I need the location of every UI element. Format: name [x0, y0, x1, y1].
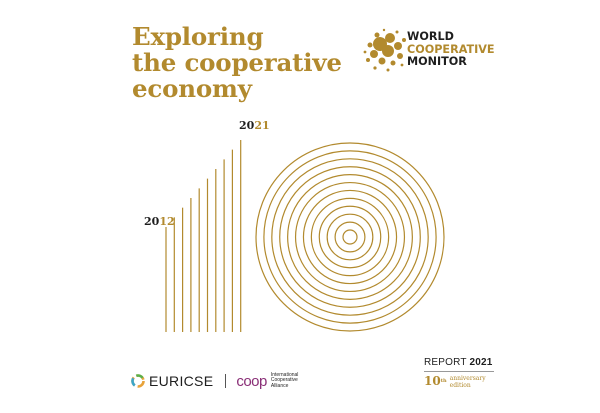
ring	[318, 205, 382, 269]
ring	[255, 142, 445, 332]
edition-number-value: 10	[424, 374, 441, 388]
ring	[334, 221, 366, 253]
ring	[287, 174, 413, 300]
title-line-3: economy	[132, 74, 252, 103]
euricse-wordmark: EURICSE	[149, 373, 214, 389]
report-year-value: 2021	[469, 357, 493, 368]
ring	[294, 181, 406, 293]
ring	[326, 213, 374, 261]
edition-line-1: anniversary	[449, 375, 486, 382]
cover-title: Exploring the cooperative economy	[132, 24, 342, 102]
ring	[342, 229, 358, 245]
ica-coop-logo: coop International Cooperative Alliance	[236, 371, 299, 390]
euricse-logo: EURICSE	[130, 373, 213, 389]
ica-name-line-3: Alliance	[270, 382, 289, 389]
year-start-suffix: 12	[159, 215, 175, 228]
ring	[279, 166, 421, 308]
year-start-label: 2012	[144, 215, 175, 228]
logo-divider	[225, 374, 227, 388]
euricse-ring-icon	[131, 374, 145, 388]
title-line-2: the cooperative	[132, 48, 342, 77]
year-end-label: 2021	[239, 119, 270, 132]
edition-number: 10th	[424, 375, 447, 388]
brand-line-1: WORLD	[407, 30, 454, 43]
coop-wordmark: coop	[236, 372, 267, 390]
edition-line-2: edition	[449, 381, 471, 389]
edition-ordinal: th	[440, 378, 447, 384]
brand-line-2: COOPERATIVE	[407, 42, 495, 56]
ica-name-line-2: Cooperative	[270, 377, 298, 384]
world-cooperative-monitor-wordmark: WORLD COOPERATIVE MONITOR	[407, 30, 495, 69]
year-bars	[165, 140, 242, 332]
world-cooperative-monitor-logo-icon	[363, 28, 406, 72]
year-end-suffix: 21	[254, 119, 270, 132]
brand-line-3: MONITOR	[407, 55, 467, 68]
year-end-prefix: 20	[239, 119, 255, 132]
report-label: REPORT	[424, 357, 467, 368]
report-year: REPORT 2021	[424, 357, 493, 368]
report-divider	[424, 371, 494, 372]
ica-name-line-1: International	[270, 371, 299, 378]
ring	[263, 150, 437, 324]
ring	[271, 158, 429, 316]
ring	[310, 197, 390, 277]
ring	[302, 189, 398, 285]
title-line-1: Exploring	[132, 22, 264, 51]
anniversary-badge: 10th anniversary edition	[424, 375, 486, 389]
concentric-rings	[255, 142, 445, 332]
edition-text: anniversary edition	[449, 375, 486, 389]
ica-name: International Cooperative Alliance	[270, 371, 299, 390]
partner-logos: EURICSE coop International Cooperative A…	[130, 372, 298, 390]
year-start-prefix: 20	[144, 215, 160, 228]
